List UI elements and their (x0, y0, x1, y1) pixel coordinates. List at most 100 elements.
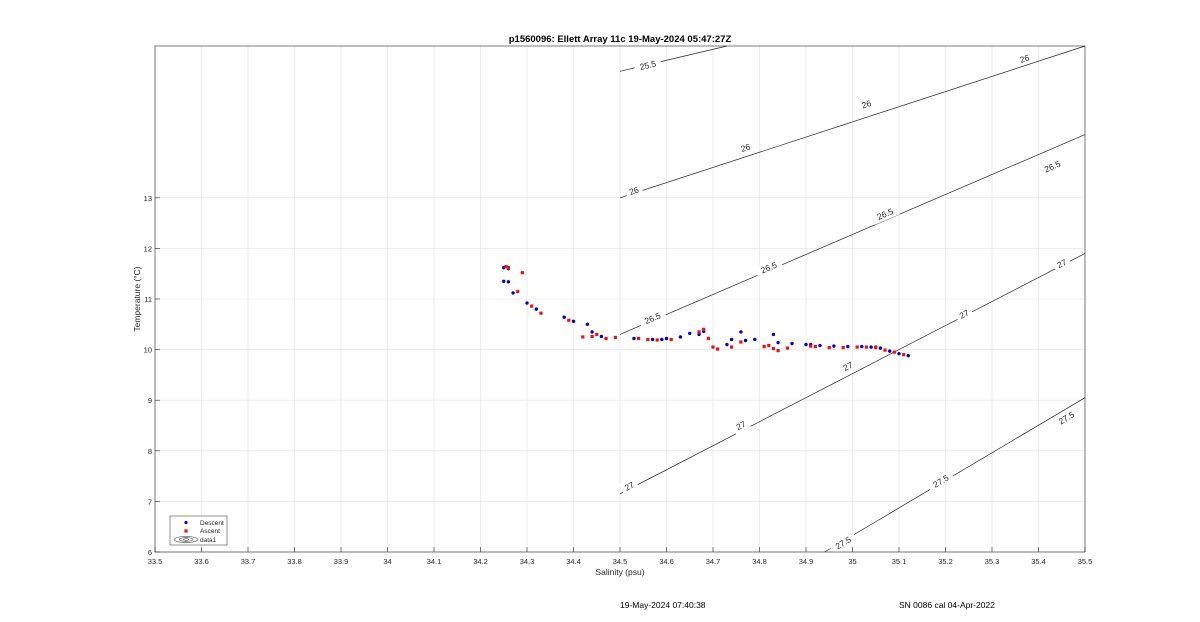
legend: Descent Ascent data1 (169, 515, 228, 546)
y-axis-ticks: 6 7 8 9 10 11 12 13 (144, 194, 160, 557)
descent-point (534, 307, 538, 311)
contour-label-group: 27 (837, 357, 858, 376)
ascent-point (516, 289, 520, 294)
ascent-point (655, 338, 659, 342)
contour-label-gap (870, 203, 900, 225)
contour-label-gap (1051, 254, 1072, 273)
descent-point (697, 332, 701, 337)
contour-label-group: 26.5 (870, 203, 900, 225)
contour-label-gap (828, 530, 858, 555)
ascent-point (874, 345, 878, 350)
x-tick-label: 35 (848, 557, 856, 566)
x-tick-label: 33.6 (194, 557, 209, 566)
descent-point (846, 344, 850, 349)
descent-point (776, 340, 780, 345)
x-tick-label: 35.2 (938, 557, 953, 566)
contour-label: 25.5 (639, 58, 658, 72)
contour-label-gap (735, 139, 756, 156)
footer-serial-calibration: SN 0086 cal 04-Apr-2022 (899, 600, 995, 610)
descent-point (506, 280, 511, 284)
ascent-point (702, 327, 706, 331)
x-tick-label: 35.1 (892, 557, 907, 566)
x-tick-label: 33.7 (241, 557, 256, 566)
contour-label-gap (633, 56, 663, 75)
legend-contour-marker (173, 536, 199, 543)
y-tick-label: 13 (144, 194, 152, 203)
contour-label-group: 27 (1051, 254, 1072, 273)
contour-label-group: 26.5 (754, 256, 784, 279)
ascent-point (506, 266, 510, 270)
ascent-point (864, 345, 869, 349)
descent-point (590, 330, 594, 334)
x-tick-label: 33.8 (287, 557, 302, 566)
x-tick-label: 34.1 (427, 557, 442, 566)
y-tick-label: 8 (148, 447, 152, 456)
y-axis-label: Temperature (°C) (132, 266, 142, 331)
descent-point (585, 322, 590, 326)
x-tick-label: 33.5 (148, 557, 163, 566)
descent-point (753, 337, 757, 342)
contour-label-group: 26 (624, 182, 644, 199)
descent-point (678, 335, 683, 339)
contour-label: 27 (1055, 257, 1068, 270)
ascent-point (613, 335, 617, 340)
ascent-point (706, 336, 710, 341)
descent-point (869, 345, 873, 349)
data-points (502, 265, 910, 358)
ascent-point (530, 304, 534, 308)
ascent-point (762, 344, 766, 349)
descent-point (771, 332, 776, 337)
x-tick-label: 34.5 (613, 557, 628, 566)
descent-point (632, 336, 636, 341)
x-tick-label: 34.7 (706, 557, 721, 566)
ascent-point (567, 318, 571, 322)
descent-point (878, 346, 883, 350)
descent-point (739, 330, 743, 334)
y-tick-label: 11 (144, 295, 152, 304)
x-tick-label: 35.5 (1078, 557, 1093, 566)
y-tick-label: 7 (148, 497, 152, 506)
ascent-point (883, 348, 887, 352)
descent-point (525, 301, 529, 305)
contour-label-gap (637, 307, 668, 330)
contour-label-group: 26.5 (1037, 155, 1068, 178)
ascent-point (739, 340, 743, 344)
descent-point (571, 319, 576, 323)
contour-line (619, 45, 1086, 199)
ascent-point (730, 345, 734, 349)
ascent-point (669, 337, 673, 342)
ascent-point (697, 330, 701, 334)
descent-point (818, 343, 822, 348)
y-tick-label: 12 (144, 244, 152, 253)
ascent-point (785, 346, 789, 350)
x-tick-label: 34.9 (799, 557, 814, 566)
y-tick-label: 10 (144, 346, 152, 355)
ascent-point (595, 332, 599, 337)
descent-point (599, 334, 604, 339)
contour-label-gap (926, 469, 956, 494)
x-tick-label: 35.3 (985, 557, 1000, 566)
ascent-point (716, 347, 720, 351)
legend-ascent-label: Ascent (200, 528, 220, 535)
ascent-point (539, 311, 543, 315)
x-axis-label: Salinity (psu) (595, 567, 644, 577)
contour-label-gap (856, 95, 877, 113)
x-axis-ticks: 33.5 33.6 33.7 33.8 33.9 34 34.1 34.2 34.3 34.4 34… (148, 547, 1093, 566)
descent-point (725, 342, 729, 347)
contour-label-group: 26 (735, 139, 756, 156)
descent-point (790, 341, 794, 346)
descent-point (906, 353, 910, 358)
ascent-point (855, 345, 859, 349)
contour-line (619, 253, 1086, 495)
descent-point (562, 315, 566, 319)
ascent-point (646, 337, 650, 342)
contour-label: 26 (860, 98, 872, 111)
density-contours: 25.52626262626.526.526.526.5272727272727… (619, 45, 1086, 555)
descent-point (729, 337, 734, 342)
contour-label-group: 26.5 (637, 307, 668, 330)
contour-label-group: 27 (730, 416, 751, 435)
contour-label-gap (1051, 405, 1081, 430)
contour-label: 27 (734, 419, 747, 432)
contour-label-group: 27 (619, 477, 640, 496)
